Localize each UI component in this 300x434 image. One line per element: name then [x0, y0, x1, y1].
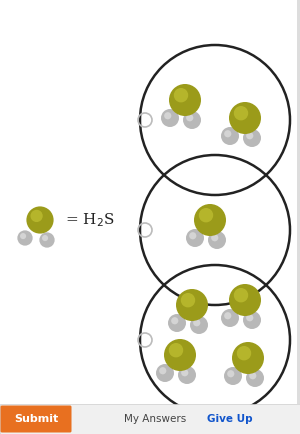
- Circle shape: [211, 234, 218, 241]
- Circle shape: [249, 372, 256, 379]
- Text: Submit: Submit: [14, 414, 58, 424]
- Circle shape: [17, 230, 33, 246]
- Circle shape: [246, 369, 264, 387]
- Circle shape: [193, 319, 200, 326]
- Circle shape: [234, 106, 248, 120]
- Circle shape: [169, 343, 183, 358]
- Circle shape: [246, 132, 254, 139]
- Circle shape: [208, 231, 226, 249]
- Circle shape: [169, 84, 201, 116]
- Circle shape: [178, 366, 196, 384]
- Circle shape: [224, 367, 242, 385]
- Bar: [297, 0, 300, 404]
- Circle shape: [189, 232, 197, 239]
- Circle shape: [174, 88, 188, 102]
- Circle shape: [246, 314, 254, 321]
- Circle shape: [31, 210, 43, 222]
- Circle shape: [186, 229, 204, 247]
- Circle shape: [194, 204, 226, 236]
- Circle shape: [161, 109, 179, 127]
- Text: Give Up: Give Up: [207, 414, 253, 424]
- Circle shape: [181, 293, 195, 307]
- Circle shape: [176, 289, 208, 321]
- Circle shape: [221, 309, 239, 327]
- Circle shape: [199, 208, 213, 222]
- Circle shape: [227, 370, 234, 377]
- Circle shape: [229, 284, 261, 316]
- Circle shape: [186, 114, 194, 122]
- Circle shape: [243, 129, 261, 147]
- Circle shape: [159, 367, 167, 375]
- Circle shape: [20, 233, 26, 239]
- Circle shape: [221, 127, 239, 145]
- Circle shape: [234, 288, 248, 302]
- Circle shape: [171, 317, 178, 324]
- FancyBboxPatch shape: [1, 405, 71, 433]
- Circle shape: [224, 312, 231, 319]
- Circle shape: [26, 207, 54, 233]
- Circle shape: [237, 346, 251, 360]
- Circle shape: [232, 342, 264, 374]
- Circle shape: [190, 316, 208, 334]
- Text: My Answers: My Answers: [124, 414, 186, 424]
- Circle shape: [229, 102, 261, 134]
- Circle shape: [39, 232, 55, 248]
- Text: = H$_2$S: = H$_2$S: [65, 211, 115, 229]
- Circle shape: [168, 314, 186, 332]
- Circle shape: [164, 339, 196, 371]
- Circle shape: [164, 112, 171, 119]
- Circle shape: [243, 311, 261, 329]
- Circle shape: [181, 369, 188, 376]
- Circle shape: [42, 235, 48, 241]
- Circle shape: [183, 111, 201, 129]
- Circle shape: [224, 130, 231, 137]
- Bar: [0, 404, 300, 434]
- Circle shape: [156, 364, 174, 382]
